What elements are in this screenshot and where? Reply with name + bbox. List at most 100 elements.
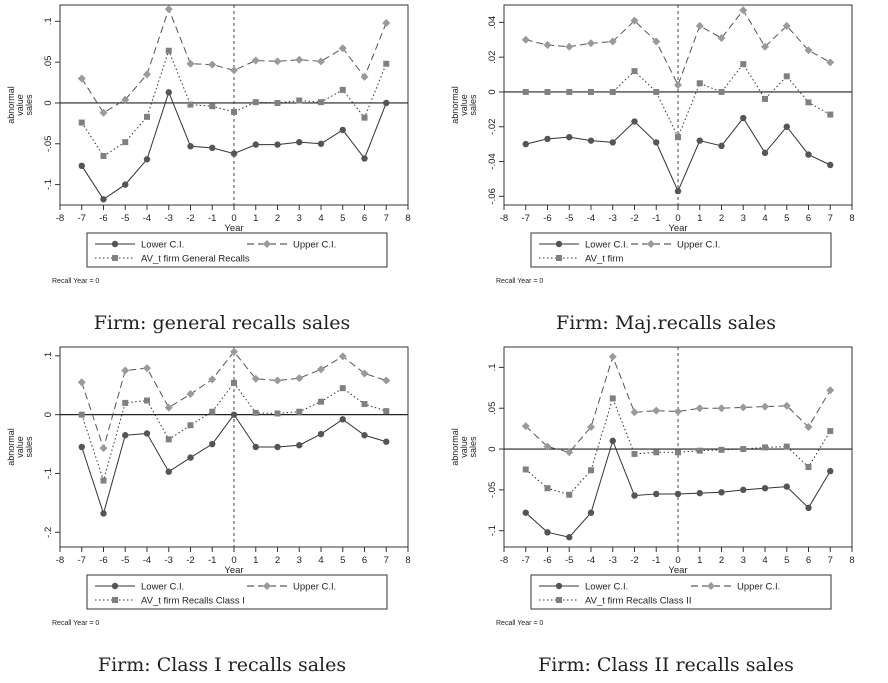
data-point bbox=[382, 376, 391, 385]
data-point bbox=[273, 376, 282, 385]
data-point bbox=[361, 114, 368, 121]
data-point bbox=[231, 379, 237, 386]
y-axis-title-line: abnormal bbox=[6, 86, 16, 124]
x-tick-label: 0 bbox=[675, 213, 680, 224]
y-axis-title: abnormalvaluesales bbox=[450, 428, 478, 466]
legend-label: Upper C.I. bbox=[293, 582, 336, 593]
series-1 bbox=[78, 411, 390, 517]
data-point bbox=[696, 489, 703, 497]
x-tick-label: 1 bbox=[253, 555, 258, 566]
y-tick-label: .05 bbox=[487, 402, 498, 415]
data-point bbox=[739, 6, 748, 15]
data-point bbox=[383, 408, 390, 415]
x-tick-label: -8 bbox=[56, 555, 64, 566]
data-point bbox=[588, 467, 594, 474]
chart-note: Recall Year = 0 bbox=[496, 620, 543, 627]
data-point bbox=[186, 59, 195, 68]
legend-label: Upper C.I. bbox=[293, 240, 336, 251]
y-tick-label: .1 bbox=[43, 17, 54, 25]
data-point bbox=[317, 430, 325, 438]
data-point bbox=[740, 61, 747, 68]
x-tick-label: -6 bbox=[543, 213, 551, 224]
y-tick-label: -.1 bbox=[43, 179, 54, 190]
legend-swatch-marker bbox=[556, 255, 562, 261]
x-tick-label: -5 bbox=[121, 213, 129, 224]
legend-swatch-marker bbox=[647, 240, 655, 248]
x-tick-label: -2 bbox=[630, 555, 638, 566]
data-point bbox=[100, 153, 107, 160]
data-point bbox=[782, 21, 791, 30]
x-tick-label: 7 bbox=[384, 213, 389, 224]
data-point bbox=[251, 374, 260, 383]
data-point bbox=[383, 60, 390, 67]
legend-label: AV_t firm bbox=[585, 254, 623, 265]
data-point bbox=[209, 408, 216, 415]
data-point bbox=[696, 447, 703, 454]
legend-label: AV_t firm Recalls Class II bbox=[585, 596, 691, 607]
x-tick-label: -7 bbox=[78, 213, 86, 224]
data-point bbox=[674, 81, 682, 89]
legend-label: AV_t firm Recalls Class I bbox=[141, 596, 245, 607]
data-point bbox=[209, 103, 216, 110]
data-point bbox=[339, 86, 346, 93]
data-point bbox=[761, 149, 769, 157]
data-point bbox=[566, 133, 573, 141]
data-point bbox=[144, 397, 150, 404]
x-tick-label: -1 bbox=[652, 213, 660, 224]
data-point bbox=[77, 378, 86, 387]
x-tick-label: -7 bbox=[78, 555, 86, 566]
data-point bbox=[274, 141, 281, 148]
chart-caption: Firm: general recalls sales bbox=[93, 312, 351, 334]
data-point bbox=[295, 374, 304, 383]
data-point bbox=[209, 144, 216, 152]
data-point bbox=[165, 89, 172, 96]
data-point bbox=[587, 509, 595, 516]
x-tick-label: 2 bbox=[275, 555, 280, 566]
chart-panel-class-ii-recalls: -8 -7 -6 -5 -4 -3 -2 -1 0 1 2 3 4 5 6 7 8 -.1 -.05 0 .05 .1 Ye… bbox=[444, 342, 888, 642]
series-2 bbox=[521, 352, 835, 457]
x-tick-label: -1 bbox=[208, 213, 216, 224]
data-point bbox=[339, 416, 346, 423]
data-point bbox=[296, 97, 303, 104]
data-point bbox=[164, 5, 173, 14]
data-point bbox=[653, 139, 660, 146]
data-point bbox=[296, 442, 303, 449]
data-point bbox=[543, 41, 552, 49]
y-tick-label: -.04 bbox=[487, 153, 498, 169]
x-tick-label: 8 bbox=[405, 555, 410, 566]
x-tick-label: 4 bbox=[762, 555, 767, 566]
data-point bbox=[382, 18, 391, 27]
data-point bbox=[783, 443, 790, 450]
legend-box bbox=[530, 232, 832, 268]
legend-box bbox=[86, 574, 388, 610]
line-chart: -8 -7 -6 -5 -4 -3 -2 -1 0 1 2 3 4 5 6 7 8 -.1 -.05 0 .05 .1 Ye… bbox=[6, 4, 411, 285]
data-point bbox=[587, 39, 595, 48]
series-line bbox=[525, 396, 831, 496]
x-tick-label: -3 bbox=[609, 213, 617, 224]
data-point bbox=[739, 403, 748, 412]
data-point bbox=[783, 73, 790, 80]
y-tick-label: .1 bbox=[487, 363, 498, 371]
y-axis-title-line: abnormal bbox=[450, 428, 460, 466]
data-point bbox=[566, 88, 573, 95]
data-point bbox=[231, 108, 237, 115]
series-2 bbox=[77, 5, 391, 117]
data-point bbox=[338, 352, 347, 361]
x-tick-label: -4 bbox=[587, 555, 595, 566]
data-point bbox=[544, 485, 551, 492]
x-tick-label: -7 bbox=[522, 213, 530, 224]
x-tick-label: 4 bbox=[762, 213, 767, 224]
x-tick-label: 2 bbox=[719, 213, 724, 224]
x-tick-label: -6 bbox=[99, 213, 107, 224]
data-point bbox=[695, 404, 704, 413]
data-point bbox=[251, 56, 260, 65]
x-tick-label: 1 bbox=[697, 213, 702, 224]
data-point bbox=[230, 347, 238, 356]
data-point bbox=[186, 390, 195, 399]
y-tick-label: -.05 bbox=[487, 482, 498, 498]
data-point bbox=[609, 395, 616, 402]
y-axis-title: abnormalvaluesales bbox=[6, 86, 34, 124]
data-point bbox=[805, 504, 812, 512]
data-point bbox=[252, 141, 259, 148]
data-point bbox=[143, 430, 151, 437]
